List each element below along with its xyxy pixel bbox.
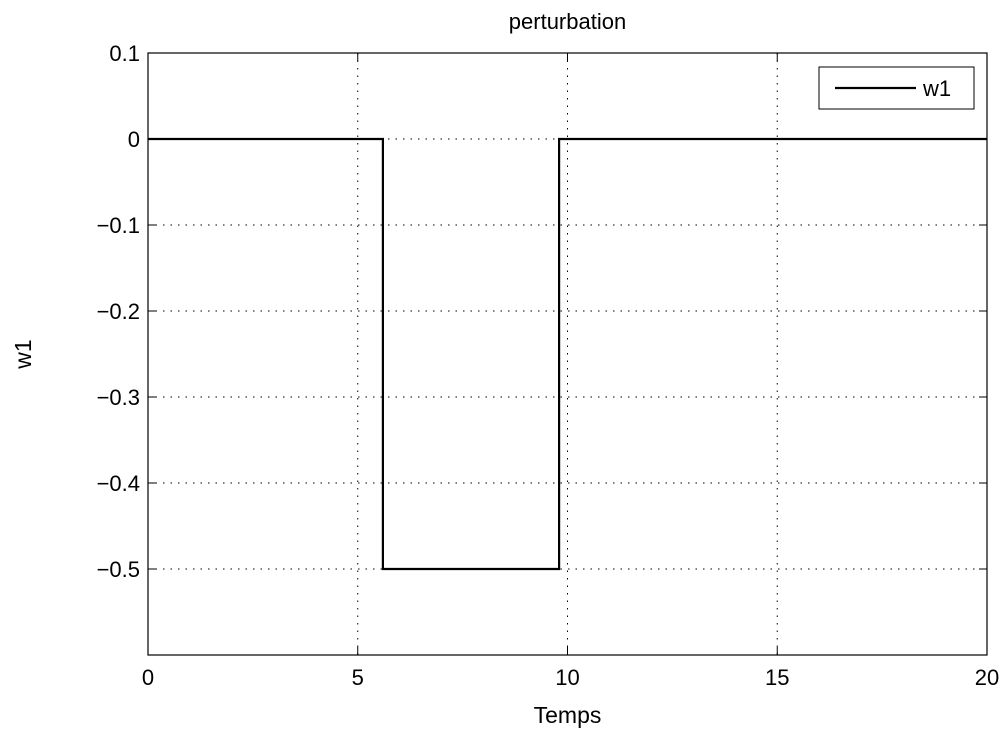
y-tick-label: −0.1 xyxy=(97,213,140,238)
x-tick-label: 20 xyxy=(975,665,999,690)
chart-title: perturbation xyxy=(509,9,626,34)
x-tick-label: 10 xyxy=(555,665,579,690)
series-group xyxy=(148,137,987,571)
y-tick-label: 0 xyxy=(128,127,140,152)
y-tick-label: −0.3 xyxy=(97,385,140,410)
series-line-w1 xyxy=(148,137,987,571)
x-axis-label: Temps xyxy=(534,702,602,728)
y-tick-label: −0.5 xyxy=(97,557,140,582)
x-tick-label: 15 xyxy=(765,665,789,690)
legend: w1 xyxy=(818,66,975,110)
y-tick-label: −0.4 xyxy=(97,471,140,496)
x-tick-label: 5 xyxy=(352,665,364,690)
legend-label-w1: w1 xyxy=(922,76,951,101)
y-tick-label: 0.1 xyxy=(109,41,140,66)
y-axis-label: w1 xyxy=(10,339,36,369)
y-tick-label: −0.2 xyxy=(97,299,140,324)
tick-labels: 0 5 10 15 20 0.1 0 −0.1 −0.2 −0.3 −0.4 −0.5 xyxy=(97,41,1000,690)
x-tick-label: 0 xyxy=(142,665,154,690)
ticks xyxy=(147,52,988,655)
grid xyxy=(148,53,987,655)
